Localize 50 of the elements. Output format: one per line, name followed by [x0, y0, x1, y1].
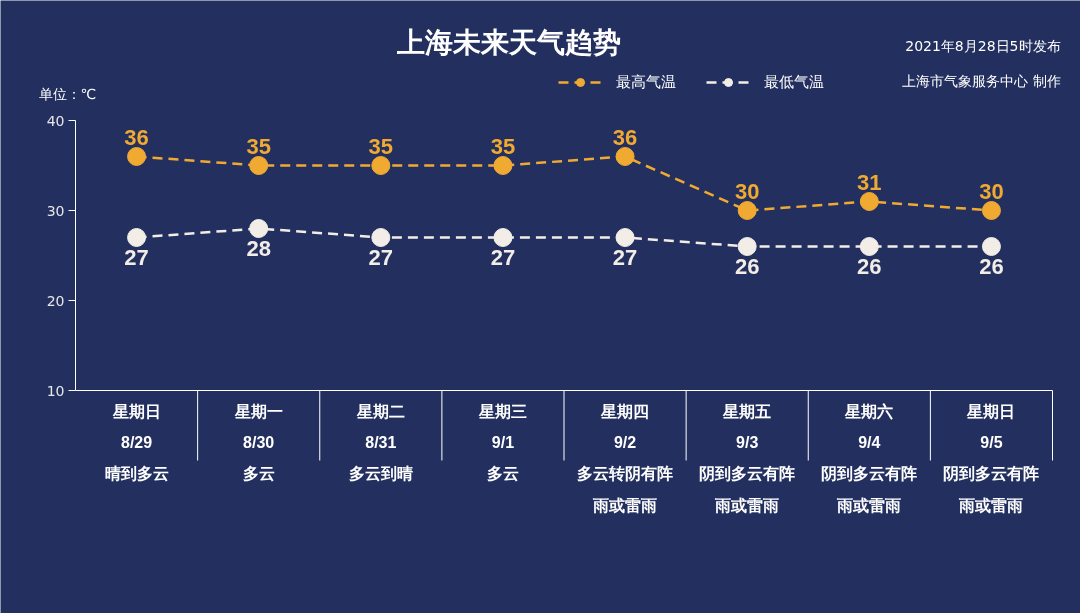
point: [127, 147, 147, 166]
legend-label: 最高气温: [616, 72, 676, 92]
point: [981, 201, 1001, 220]
data-label: 35: [368, 133, 394, 159]
data-label: 28: [246, 235, 271, 261]
point: [249, 219, 269, 238]
x-tick-label: 星期三 9/1 多云: [477, 402, 527, 483]
y-tick-label: 20: [46, 292, 65, 309]
data-label: 36: [612, 124, 638, 150]
data-label: 27: [368, 244, 394, 270]
y-tick-label: 30: [46, 202, 65, 219]
point: [493, 228, 513, 247]
data-label: 30: [979, 178, 1004, 204]
x-tick-label: 星期日 8/29 晴到多云: [104, 402, 169, 483]
x-tick-label: 星期五 9/3 阴到多云有阵雨或雷雨: [699, 402, 796, 514]
point: [859, 237, 879, 256]
data-label: 36: [124, 124, 149, 150]
data-label: 26: [734, 253, 760, 279]
x-tick-label: 星期四 9/2 多云转阴有阵雨或雷雨: [577, 402, 674, 514]
data-label: 27: [490, 244, 516, 270]
y-tick-label: 10: [46, 382, 65, 399]
data-label: 30: [734, 178, 760, 204]
point: [371, 228, 391, 247]
x-tick-label: 星期二 8/31 多云到晴: [348, 402, 413, 483]
x-tick-label: 星期一 8/30 多云: [233, 402, 283, 483]
text: 2021年8月28日5时发布: [905, 37, 1061, 54]
x-tick-label: 星期六 9/4 阴到多云有阵雨或雷雨: [821, 402, 918, 514]
point: [249, 156, 269, 175]
x-tick-label: 星期日 9/5 阴到多云有阵雨或雷雨: [943, 402, 1040, 514]
data-label: 35: [246, 133, 271, 159]
point: [127, 228, 147, 247]
chart-title: 上海未来天气趋势: [395, 26, 621, 59]
point: [859, 192, 879, 211]
point: [615, 228, 635, 247]
data-label: 31: [857, 169, 882, 195]
point: [615, 147, 635, 166]
legend-label: 最低气温: [764, 72, 824, 92]
point: [737, 237, 757, 256]
point: [371, 156, 391, 175]
y-axis-title: 单位：℃: [38, 85, 97, 102]
y-tick-label: 40: [46, 112, 65, 129]
data-label: 27: [612, 244, 638, 270]
data-label: 26: [979, 253, 1004, 279]
data-label: 26: [857, 253, 882, 279]
point: [737, 201, 757, 220]
point: [493, 156, 513, 175]
data-label: 27: [124, 244, 149, 270]
point: [981, 237, 1001, 256]
text: 上海市气象服务中心 制作: [902, 72, 1061, 89]
data-label: 35: [490, 133, 516, 159]
